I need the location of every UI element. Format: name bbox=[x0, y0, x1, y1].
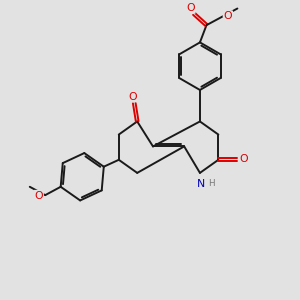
Text: H: H bbox=[208, 179, 214, 188]
Text: O: O bbox=[224, 11, 232, 21]
Text: O: O bbox=[186, 3, 195, 13]
Text: N: N bbox=[197, 178, 206, 189]
Text: O: O bbox=[239, 154, 248, 164]
Text: O: O bbox=[128, 92, 137, 101]
Text: O: O bbox=[34, 191, 43, 201]
